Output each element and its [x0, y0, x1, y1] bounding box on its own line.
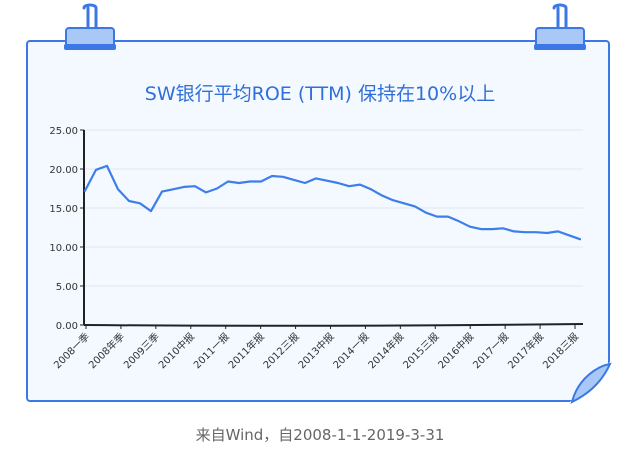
data-point: [491, 228, 493, 230]
data-point: [205, 191, 207, 194]
data-point: [271, 175, 273, 177]
x-tick-label: 2008年季: [86, 330, 127, 371]
series-layer: [83, 164, 582, 241]
data-point: [546, 232, 548, 234]
data-point: [194, 185, 196, 187]
x-tick-label: 2010中报: [156, 330, 197, 371]
data-point: [106, 165, 108, 167]
data-point: [513, 230, 515, 233]
x-tick-label: 2014一报: [330, 330, 371, 371]
data-point: [293, 179, 295, 181]
data-point: [150, 210, 152, 212]
page-curl-icon: [570, 362, 612, 404]
data-point: [161, 190, 163, 193]
data-point: [282, 176, 284, 178]
y-tick-labels: 0.00 5.00 10.00 15.00 20.00 25.00: [49, 126, 78, 332]
y-tick-label: 20.00: [49, 165, 78, 176]
source-caption: 来自Wind，自2008-1-1-2019-3-31: [195, 426, 445, 444]
x-tick-label: 2017一报: [470, 330, 511, 371]
data-point: [557, 230, 559, 233]
data-point: [172, 188, 174, 191]
series-line: [83, 164, 582, 241]
y-tick-label: 0.00: [56, 321, 78, 332]
x-tick-label: 2016中报: [435, 330, 476, 371]
chart-card: [26, 40, 610, 402]
data-point: [304, 182, 306, 184]
data-point: [238, 182, 240, 184]
data-point: [579, 238, 581, 240]
data-point: [359, 183, 361, 186]
x-tick-label: 2011一报: [191, 330, 232, 371]
x-tick-labels: 2008一季2008年季2009三季2010中报2011一报2011年报2012…: [51, 330, 581, 371]
axes: [80, 129, 584, 329]
data-point: [315, 177, 317, 180]
y-tick-label: 5.00: [56, 282, 78, 293]
x-tick-label: 2017年报: [505, 330, 546, 371]
chart-canvas: SW银行平均ROE (TTM) 保持在10%以上 0.00 5.00 10.00 15…: [49, 3, 612, 404]
data-point: [348, 185, 350, 187]
data-point: [326, 179, 328, 182]
binder-clip-icon: [64, 3, 116, 50]
data-point: [535, 231, 537, 233]
data-point: [227, 180, 229, 183]
y-tick-label: 10.00: [49, 243, 78, 254]
data-point: [139, 202, 141, 205]
data-point: [458, 220, 460, 223]
data-point: [95, 169, 97, 171]
x-tick-label: 2012三报: [260, 330, 301, 371]
data-point: [392, 199, 394, 201]
data-point: [469, 225, 471, 228]
x-tick-label: 2015三报: [400, 330, 441, 371]
x-tick-label: 2009三季: [121, 331, 162, 372]
data-point: [436, 215, 438, 218]
grid-lines: [84, 129, 583, 287]
data-point: [337, 182, 339, 184]
data-point: [425, 211, 427, 214]
data-point: [568, 234, 570, 237]
binder-clip-icon: [534, 3, 586, 50]
data-point: [502, 227, 504, 230]
x-tick-label: 2014年报: [365, 330, 406, 371]
data-point: [414, 205, 416, 208]
data-point: [447, 215, 449, 218]
y-tick-label: 25.00: [49, 126, 78, 137]
x-tick-label: 2008一季: [51, 331, 92, 372]
data-point: [117, 188, 119, 191]
data-point: [249, 180, 251, 183]
data-point: [381, 194, 383, 197]
x-tick-label: 2018三报: [540, 330, 581, 371]
data-point: [403, 202, 405, 205]
x-axis: [83, 323, 584, 327]
data-point: [216, 187, 218, 190]
data-point: [84, 190, 86, 192]
data-point: [128, 200, 130, 202]
x-tick-label: 2013中报: [295, 330, 336, 371]
y-tick-label: 15.00: [49, 204, 78, 215]
chart-title: SW银行平均ROE (TTM) 保持在10%以上: [145, 83, 495, 105]
data-point: [183, 186, 185, 188]
data-point: [370, 188, 372, 191]
data-point: [480, 228, 482, 230]
data-point: [524, 231, 526, 233]
data-point: [260, 180, 262, 183]
x-tick-label: 2011年报: [225, 330, 266, 371]
